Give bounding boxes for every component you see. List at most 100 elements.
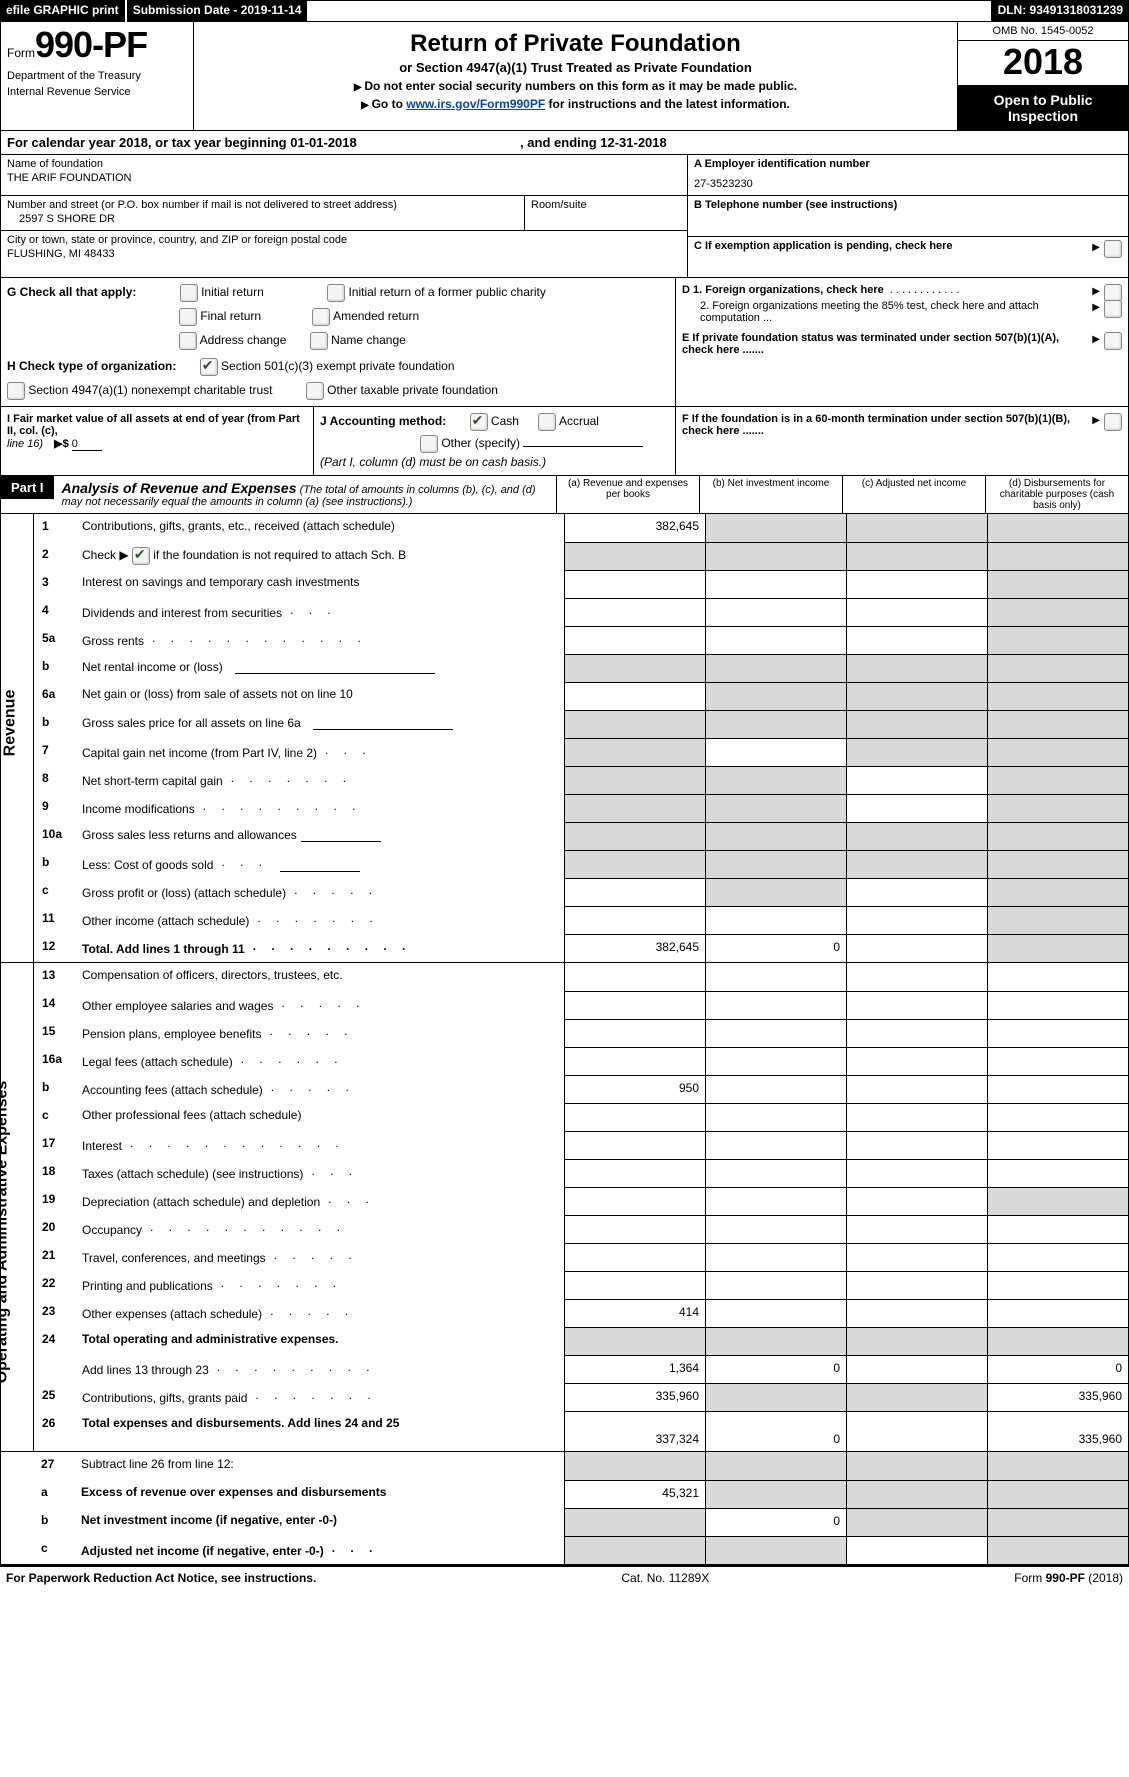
goto-post: for instructions and the latest informat… — [545, 97, 790, 111]
cell-d — [987, 1452, 1128, 1480]
cell-b — [705, 878, 846, 906]
g-amended-cb[interactable] — [312, 308, 330, 326]
row-12: 12 Total. Add lines 1 through 11. . . . … — [34, 934, 1128, 962]
cell-c — [846, 1411, 987, 1451]
row-1: 1 Contributions, gifts, grants, etc., re… — [34, 514, 1128, 542]
row-22: 22 Printing and publications. . . . . . … — [34, 1271, 1128, 1299]
cell-b — [705, 682, 846, 710]
schb-checkbox[interactable] — [132, 547, 150, 565]
j-accrual-cb[interactable] — [538, 413, 556, 431]
g-address-cb[interactable] — [179, 332, 197, 350]
cell-c — [846, 991, 987, 1019]
d2-checkbox[interactable] — [1104, 300, 1122, 318]
h-501c3-cb[interactable] — [200, 358, 218, 376]
e-checkbox[interactable] — [1104, 332, 1122, 350]
row-17: 17 Interest. . . . . . . . . . . . — [34, 1131, 1128, 1159]
row-26: 26 Total expenses and disbursements. Add… — [34, 1411, 1128, 1451]
efile-label: efile GRAPHIC print — [0, 0, 125, 22]
g-name-cb[interactable] — [310, 332, 328, 350]
row-16a: 16a Legal fees (attach schedule). . . . … — [34, 1047, 1128, 1075]
row-24: 24 Total operating and administrative ex… — [34, 1327, 1128, 1355]
row-desc: Add lines 13 through 23. . . . . . . . . — [82, 1355, 564, 1383]
cell-c — [846, 738, 987, 766]
row27-rows: 27 Subtract line 26 from line 12: a Exce… — [33, 1452, 1128, 1564]
row-desc: Legal fees (attach schedule). . . . . . — [82, 1047, 564, 1075]
cell-a — [564, 598, 705, 626]
row-20: 20 Occupancy. . . . . . . . . . . — [34, 1215, 1128, 1243]
form-header: Form990-PF Department of the Treasury In… — [0, 22, 1129, 131]
cell-c — [846, 822, 987, 850]
row27-vbar — [1, 1452, 33, 1564]
f-checkbox[interactable] — [1104, 413, 1122, 431]
j-other-cb[interactable] — [420, 435, 438, 453]
cell-a — [564, 1131, 705, 1159]
g-final-return-cb[interactable] — [179, 308, 197, 326]
cell-b — [705, 542, 846, 570]
g-o6: Name change — [331, 333, 406, 347]
row-num: 26 — [34, 1411, 82, 1451]
i-line16: line 16) — [7, 438, 43, 450]
cell-c — [846, 1327, 987, 1355]
cell-c — [846, 542, 987, 570]
h-other-cb[interactable] — [306, 382, 324, 400]
cell-c — [846, 963, 987, 991]
row-3: 3 Interest on savings and temporary cash… — [34, 570, 1128, 598]
row-desc: Taxes (attach schedule) (see instruction… — [82, 1159, 564, 1187]
h-label: H Check type of organization: — [7, 359, 176, 373]
row-desc: Net rental income or (loss) — [82, 654, 564, 682]
g-initial-return-cb[interactable] — [180, 284, 198, 302]
row-num: 9 — [34, 794, 82, 822]
row-desc: Other expenses (attach schedule). . . . … — [82, 1299, 564, 1327]
row-num: b — [34, 710, 82, 738]
j-cash-cb[interactable] — [470, 413, 488, 431]
cell-d — [987, 991, 1128, 1019]
row-num: 16a — [34, 1047, 82, 1075]
g-initial-public-cb[interactable] — [327, 284, 345, 302]
footer-left: For Paperwork Reduction Act Notice, see … — [6, 1571, 316, 1585]
row-desc: Total operating and administrative expen… — [82, 1327, 564, 1355]
cell-a — [564, 1452, 705, 1480]
part1-desc: Analysis of Revenue and Expenses (The to… — [54, 476, 556, 513]
row-num: 1 — [34, 514, 82, 542]
h-4947-cb[interactable] — [7, 382, 25, 400]
row-8: 8 Net short-term capital gain. . . . . .… — [34, 766, 1128, 794]
cell-b — [705, 1215, 846, 1243]
j-note: (Part I, column (d) must be on cash basi… — [320, 455, 669, 469]
g-o3: Final return — [200, 309, 261, 323]
cell-a: 45,321 — [564, 1480, 705, 1508]
row-num: 2 — [34, 542, 82, 570]
phone-label: B Telephone number (see instructions) — [694, 199, 1122, 211]
row-desc: Contributions, gifts, grants, etc., rece… — [82, 514, 564, 542]
cell-a — [564, 963, 705, 991]
row-desc: Interest on savings and temporary cash i… — [82, 570, 564, 598]
cell-a — [564, 738, 705, 766]
row-desc: Net short-term capital gain. . . . . . . — [82, 766, 564, 794]
row-6a: 6a Net gain or (loss) from sale of asset… — [34, 682, 1128, 710]
row-desc: Total expenses and disbursements. Add li… — [82, 1411, 564, 1451]
cell-c — [846, 1103, 987, 1131]
row-num: 5a — [34, 626, 82, 654]
row-desc: Income modifications. . . . . . . . . — [82, 794, 564, 822]
cell-a — [564, 1327, 705, 1355]
i-label: I Fair market value of all assets at end… — [7, 413, 300, 437]
cell-c — [846, 1215, 987, 1243]
col-d-head: (d) Disbursements for charitable purpose… — [985, 476, 1128, 513]
row-num: 7 — [34, 738, 82, 766]
cell-b — [705, 906, 846, 934]
cell-b — [705, 738, 846, 766]
cell-c — [846, 1159, 987, 1187]
row-desc: Less: Cost of goods sold. . . — [82, 850, 564, 878]
top-bar: efile GRAPHIC print Submission Date - 20… — [0, 0, 1129, 22]
footer-mid: Cat. No. 11289X — [621, 1571, 709, 1585]
row-10a: 10a Gross sales less returns and allowan… — [34, 822, 1128, 850]
cell-a — [564, 822, 705, 850]
c-checkbox[interactable] — [1104, 240, 1122, 258]
h-o3: Other taxable private foundation — [327, 383, 498, 397]
g-o5: Address change — [200, 333, 287, 347]
cell-d — [987, 906, 1128, 934]
cell-d: 335,960 — [987, 1383, 1128, 1411]
row-desc: Travel, conferences, and meetings. . . .… — [82, 1243, 564, 1271]
row-4: 4 Dividends and interest from securities… — [34, 598, 1128, 626]
ij-row: I Fair market value of all assets at end… — [0, 407, 1129, 476]
goto-link[interactable]: www.irs.gov/Form990PF — [406, 97, 545, 111]
